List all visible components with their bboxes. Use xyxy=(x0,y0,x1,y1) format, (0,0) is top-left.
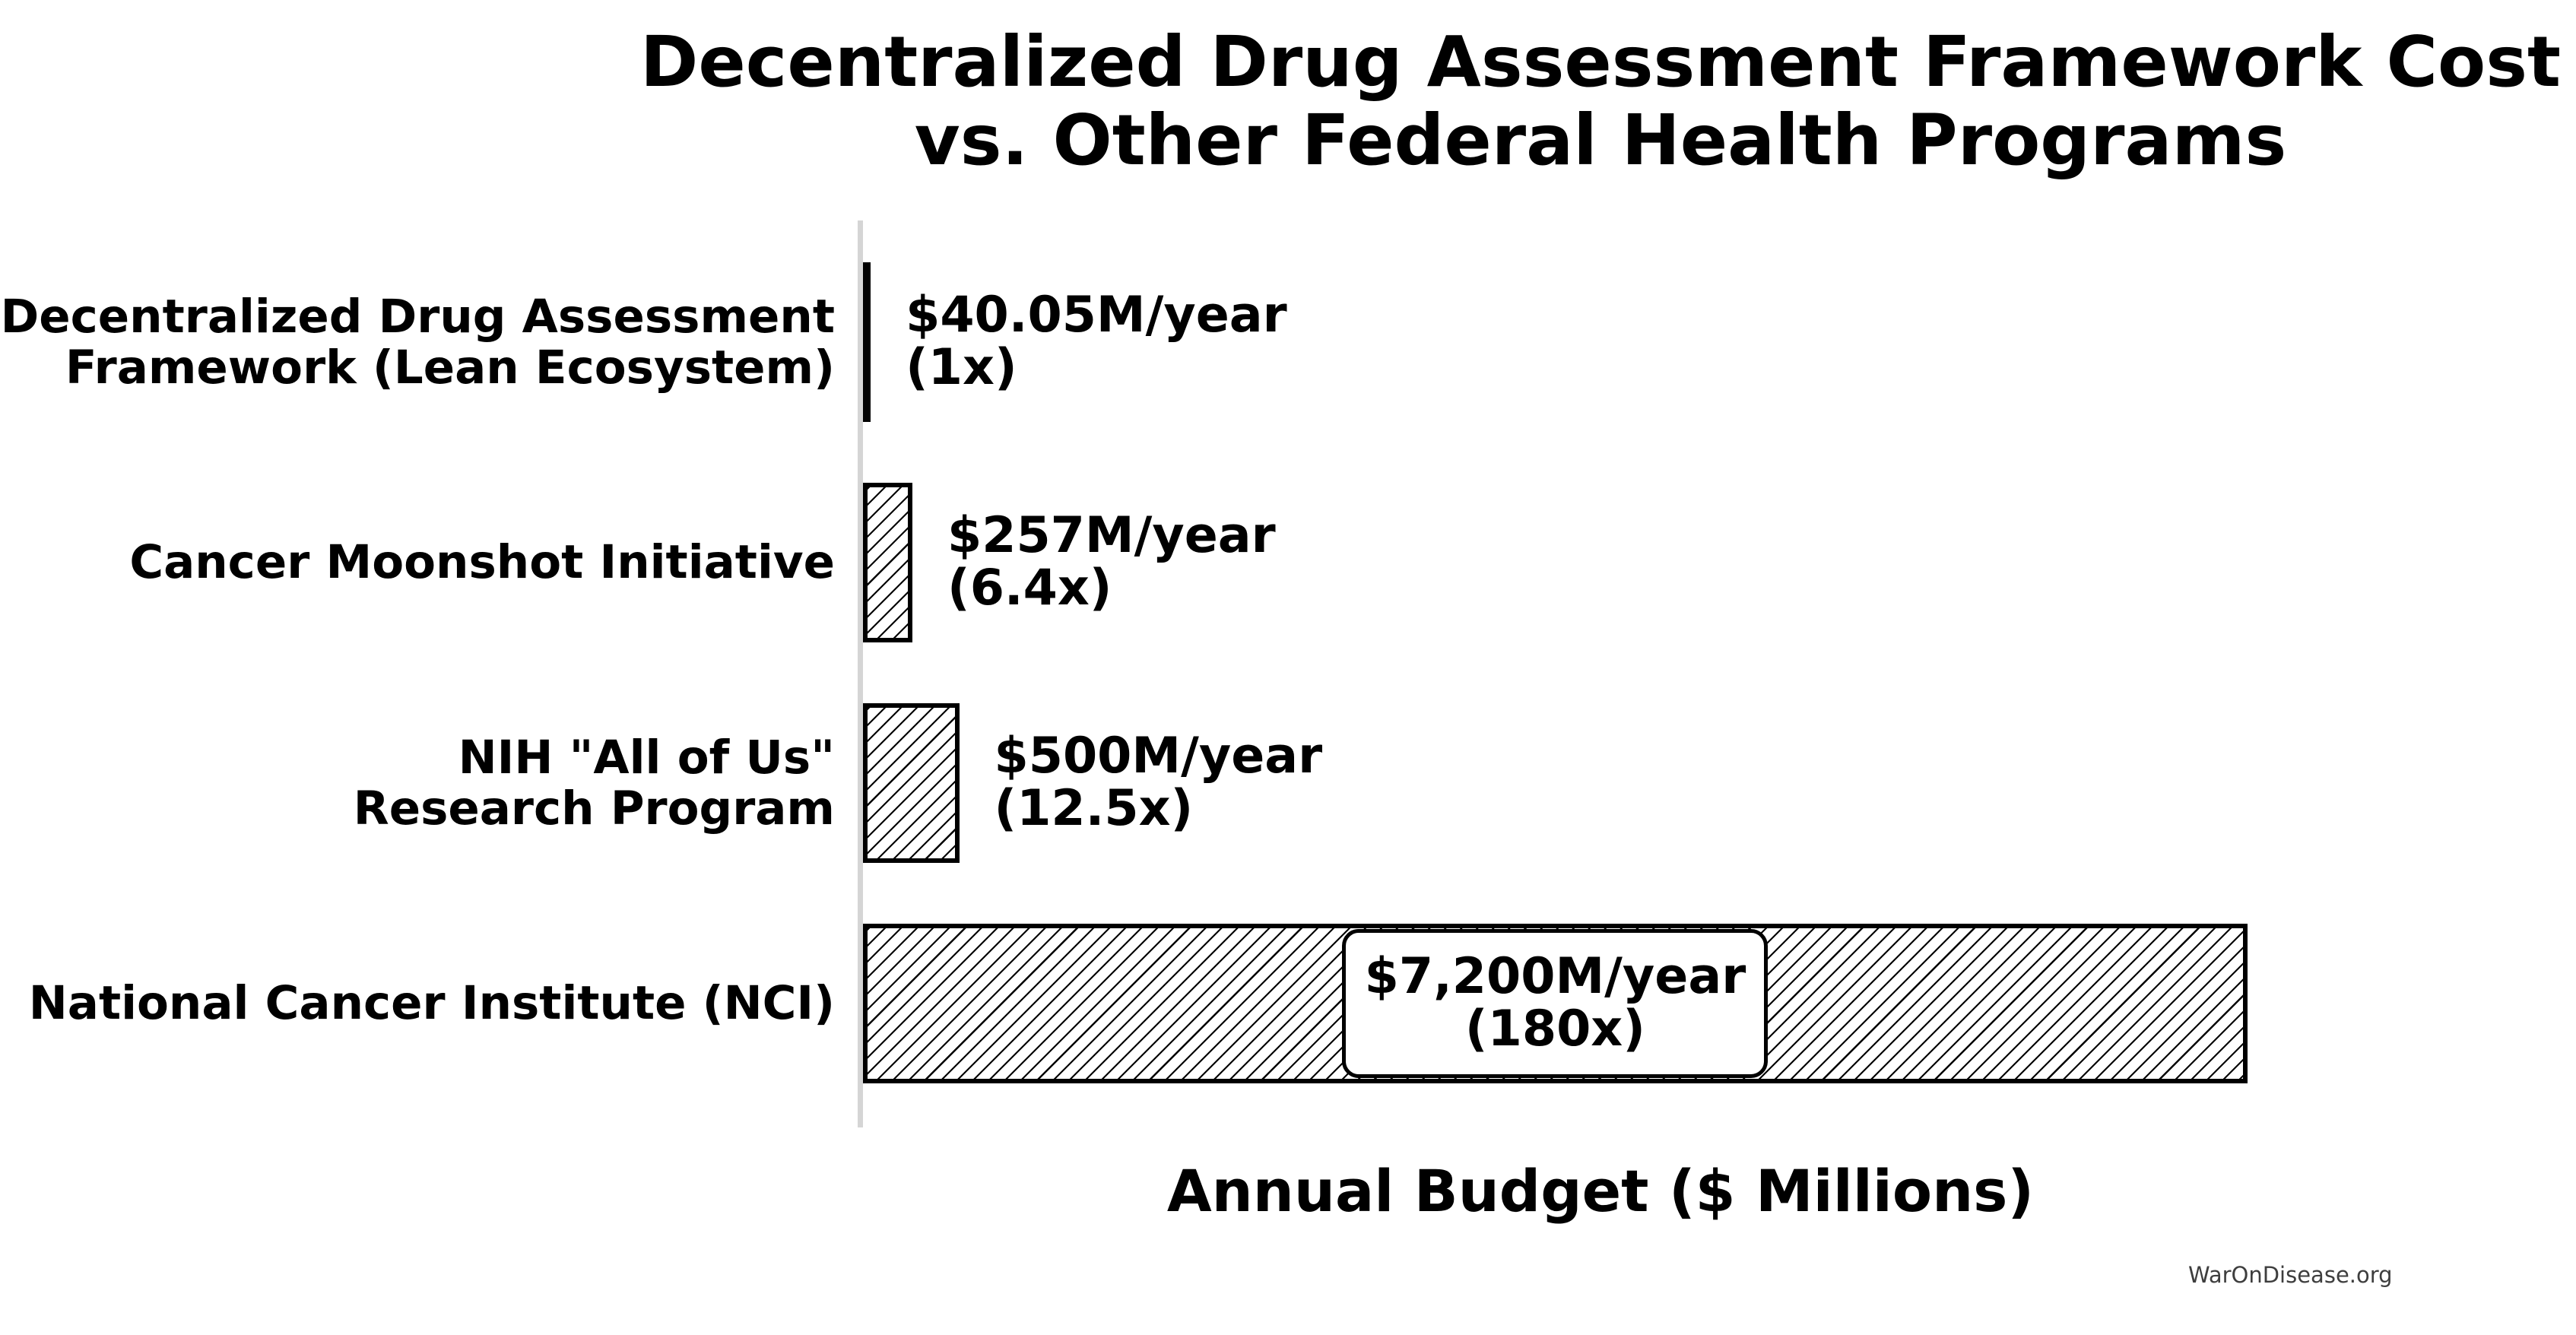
category-label-nih-all-of-us: NIH "All of Us" Research Program xyxy=(0,673,835,893)
bar-decentralized-framework xyxy=(863,262,871,422)
category-label-line: NIH "All of Us" xyxy=(458,730,835,785)
category-label-nci: National Cancer Institute (NCI) xyxy=(0,893,835,1114)
bar-row-cancer-moonshot: $257M/year (6.4x) xyxy=(863,452,1276,673)
bar-row-nci: $7,200M/year (180x) xyxy=(863,893,2248,1114)
chart-title-line1: Decentralized Drug Assessment Framework … xyxy=(640,21,2561,103)
bar-cancer-moonshot xyxy=(863,483,912,642)
category-label-line: Framework (Lean Ecosystem) xyxy=(65,341,835,395)
value-multiplier: (180x) xyxy=(1464,1000,1645,1058)
value-amount: $40.05M/year xyxy=(906,287,1287,344)
bar-row-decentralized-framework: $40.05M/year (1x) xyxy=(863,232,1287,452)
chart-title-line2: vs. Other Federal Health Programs xyxy=(914,100,2287,182)
bar-nci: $7,200M/year (180x) xyxy=(863,924,2248,1083)
value-label-cancer-moonshot: $257M/year (6.4x) xyxy=(947,507,1276,617)
value-amount: $257M/year xyxy=(947,507,1276,565)
bar-row-nih-all-of-us: $500M/year (12.5x) xyxy=(863,673,1322,893)
x-axis-label: Annual Budget ($ Millions) xyxy=(1166,1157,2035,1225)
value-label-decentralized-framework: $40.05M/year (1x) xyxy=(906,287,1287,396)
category-label-cancer-moonshot: Cancer Moonshot Initiative xyxy=(0,452,835,673)
category-label-line: National Cancer Institute (NCI) xyxy=(28,976,835,1031)
value-multiplier: (12.5x) xyxy=(994,780,1194,837)
value-multiplier: (6.4x) xyxy=(947,560,1112,617)
category-label-line: Decentralized Drug Assessment xyxy=(0,289,835,344)
watermark: WarOnDisease.org xyxy=(2188,1262,2393,1288)
value-amount: $7,200M/year xyxy=(1364,948,1746,1006)
value-amount: $500M/year xyxy=(994,728,1323,785)
nci-annotation-box: $7,200M/year (180x) xyxy=(1342,929,1769,1078)
category-label-line: Cancer Moonshot Initiative xyxy=(129,535,835,590)
y-axis-spine xyxy=(858,220,863,1127)
category-label-decentralized-framework: Decentralized Drug Assessment Framework … xyxy=(0,232,835,452)
value-label-nih-all-of-us: $500M/year (12.5x) xyxy=(994,728,1323,837)
bar-nih-all-of-us xyxy=(863,703,960,863)
value-multiplier: (1x) xyxy=(906,339,1017,396)
chart-title: Decentralized Drug Assessment Framework … xyxy=(625,23,2576,179)
category-label-line: Research Program xyxy=(353,782,835,836)
